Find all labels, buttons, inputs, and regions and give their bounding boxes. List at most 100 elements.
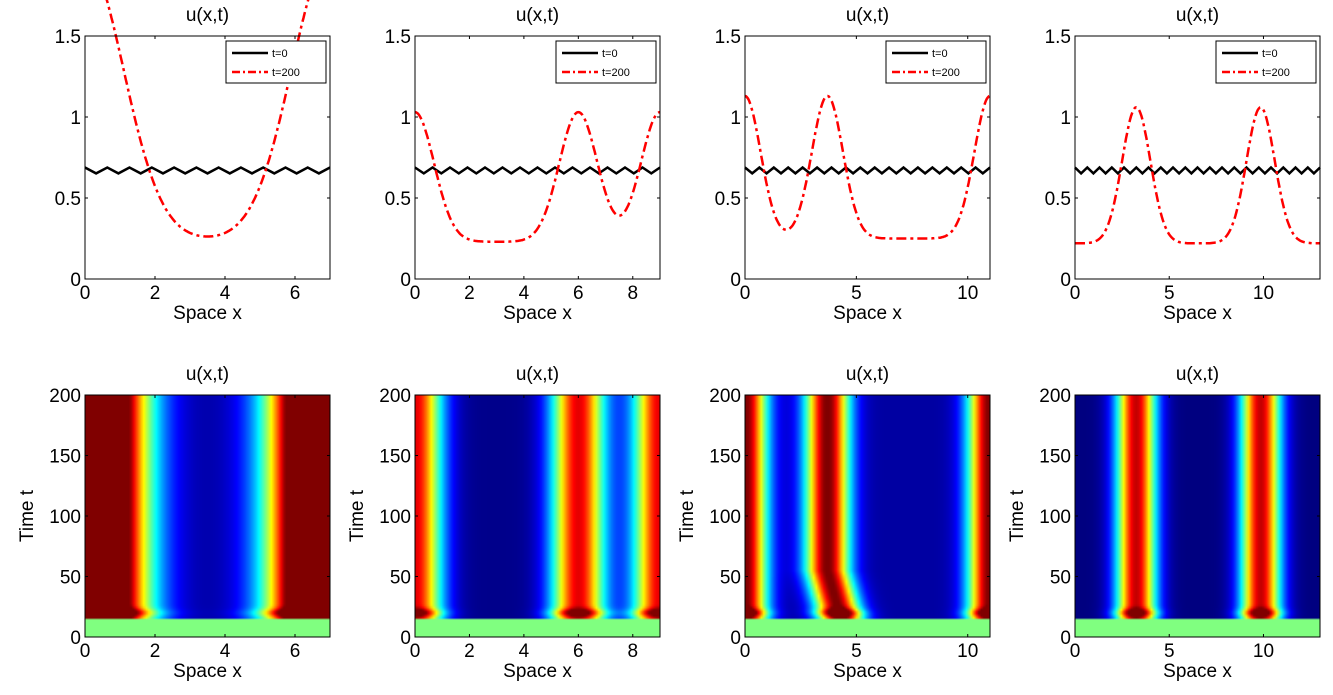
x-tick-label: 5 [1164,641,1175,662]
y-tick-label: 0 [400,270,411,291]
x-tick-label: 0 [410,641,421,662]
x-tick-label: 0 [410,283,421,304]
y-tick-label: 0.5 [385,189,411,210]
x-tick-label: 4 [220,283,231,304]
x-tick-label: 6 [290,641,301,662]
x-tick-label: 0 [1070,283,1081,304]
series-line-t=200 [1075,105,1320,245]
chart-title: u(x,t) [846,5,889,26]
y-tick-label: 0 [730,628,741,649]
line-chart-4: 0 5 10 0 0.5 1 1.5 u(x,t) Space x t=0 t=200 [1045,5,1321,324]
chart-title: u(x,t) [186,364,229,385]
y-tick-label: 50 [1050,568,1071,589]
y-tick-label: 50 [720,568,741,589]
y-tick-label: 150 [1039,447,1071,468]
y-tick-label: 0 [400,628,411,649]
legend: t=0 t=200 [225,40,327,84]
y-tick-label: 0 [70,270,81,291]
y-tick-label: 0 [1060,270,1071,291]
y-tick-label: 1.5 [55,27,81,48]
legend: t=0 t=200 [885,40,987,84]
y-tick-label: 1.5 [715,27,741,48]
legend: t=0 t=200 [1215,40,1317,84]
heatmap-chart-2: 0 2 4 6 8 0 50 100 150 200 u(x,t) Space x Time t [347,364,661,682]
y-tick-label: 1 [1060,108,1071,129]
y-tick-label: 0 [730,270,741,291]
x-axis-label: Space x [833,303,902,324]
x-tick-label: 8 [627,641,638,662]
x-tick-label: 2 [150,283,161,304]
series-line-t=200 [744,94,991,240]
y-tick-label: 0.5 [55,189,81,210]
y-tick-label: 100 [1039,507,1071,528]
heatmap-image [1075,395,1320,637]
legend-entry: t=200 [602,67,630,79]
legend-entry: t=0 [1262,48,1278,60]
y-tick-label: 1 [70,108,81,129]
x-axis-label: Space x [173,661,242,682]
chart-title: u(x,t) [1176,5,1219,26]
x-tick-label: 2 [464,641,475,662]
y-tick-label: 1 [400,108,411,129]
x-tick-label: 10 [1253,641,1274,662]
y-axis-label: Time t [17,489,38,542]
series-line-t=0 [1074,165,1321,176]
line-chart-3: 0 5 10 0 0.5 1 1.5 u(x,t) Space x t=0 t=200 [715,5,991,324]
line-chart-1: 0 2 4 6 0 0.5 1 1.5 u(x,t) Space x t=0 t=200 [55,0,331,324]
axes-box [744,35,991,280]
x-tick-label: 2 [464,283,475,304]
legend-box [1215,40,1317,84]
x-tick-label: 5 [1164,283,1175,304]
legend-entry: t=200 [272,67,300,79]
x-tick-label: 0 [740,641,751,662]
x-tick-label: 5 [851,641,862,662]
x-tick-label: 0 [80,283,91,304]
y-tick-label: 150 [709,447,741,468]
y-tick-label: 150 [379,447,411,468]
legend-entry: t=0 [932,48,948,60]
heatmap-chart-1: 0 2 4 6 0 50 100 150 200 u(x,t) Space x Time t [17,364,331,682]
x-tick-label: 5 [851,283,862,304]
axes-box [1074,35,1321,280]
y-tick-label: 200 [1039,386,1071,407]
x-tick-label: 10 [957,641,978,662]
y-tick-label: 100 [709,507,741,528]
axes-box [84,35,331,280]
series-line-t=0 [84,166,331,175]
y-tick-label: 1.5 [385,27,411,48]
series-line-t=0 [744,165,991,176]
legend-box [885,40,987,84]
series-line-t=0 [414,165,661,175]
heatmap-image [85,395,330,637]
y-axis-label: Time t [677,489,698,542]
heatmap-image [415,395,660,637]
x-tick-label: 4 [519,283,530,304]
legend-entry: t=0 [272,48,288,60]
x-axis-label: Space x [503,303,572,324]
x-axis-label: Space x [173,303,242,324]
chart-title: u(x,t) [846,364,889,385]
x-tick-label: 10 [1253,283,1274,304]
x-tick-label: 4 [220,641,231,662]
x-tick-label: 8 [627,283,638,304]
x-tick-label: 6 [573,283,584,304]
y-tick-label: 100 [49,507,81,528]
y-tick-label: 200 [709,386,741,407]
legend-box [555,40,657,84]
legend-entry: t=0 [602,48,618,60]
x-tick-label: 6 [290,283,301,304]
x-tick-label: 0 [80,641,91,662]
y-tick-label: 200 [49,386,81,407]
x-tick-label: 10 [957,283,978,304]
chart-title: u(x,t) [1176,364,1219,385]
series-line-t=200 [414,110,661,243]
x-tick-label: 0 [740,283,751,304]
x-tick-label: 6 [573,641,584,662]
heatmap-image [745,395,990,637]
chart-title: u(x,t) [516,5,559,26]
legend-entry: t=200 [1262,67,1290,79]
y-tick-label: 50 [60,568,81,589]
y-tick-label: 200 [379,386,411,407]
